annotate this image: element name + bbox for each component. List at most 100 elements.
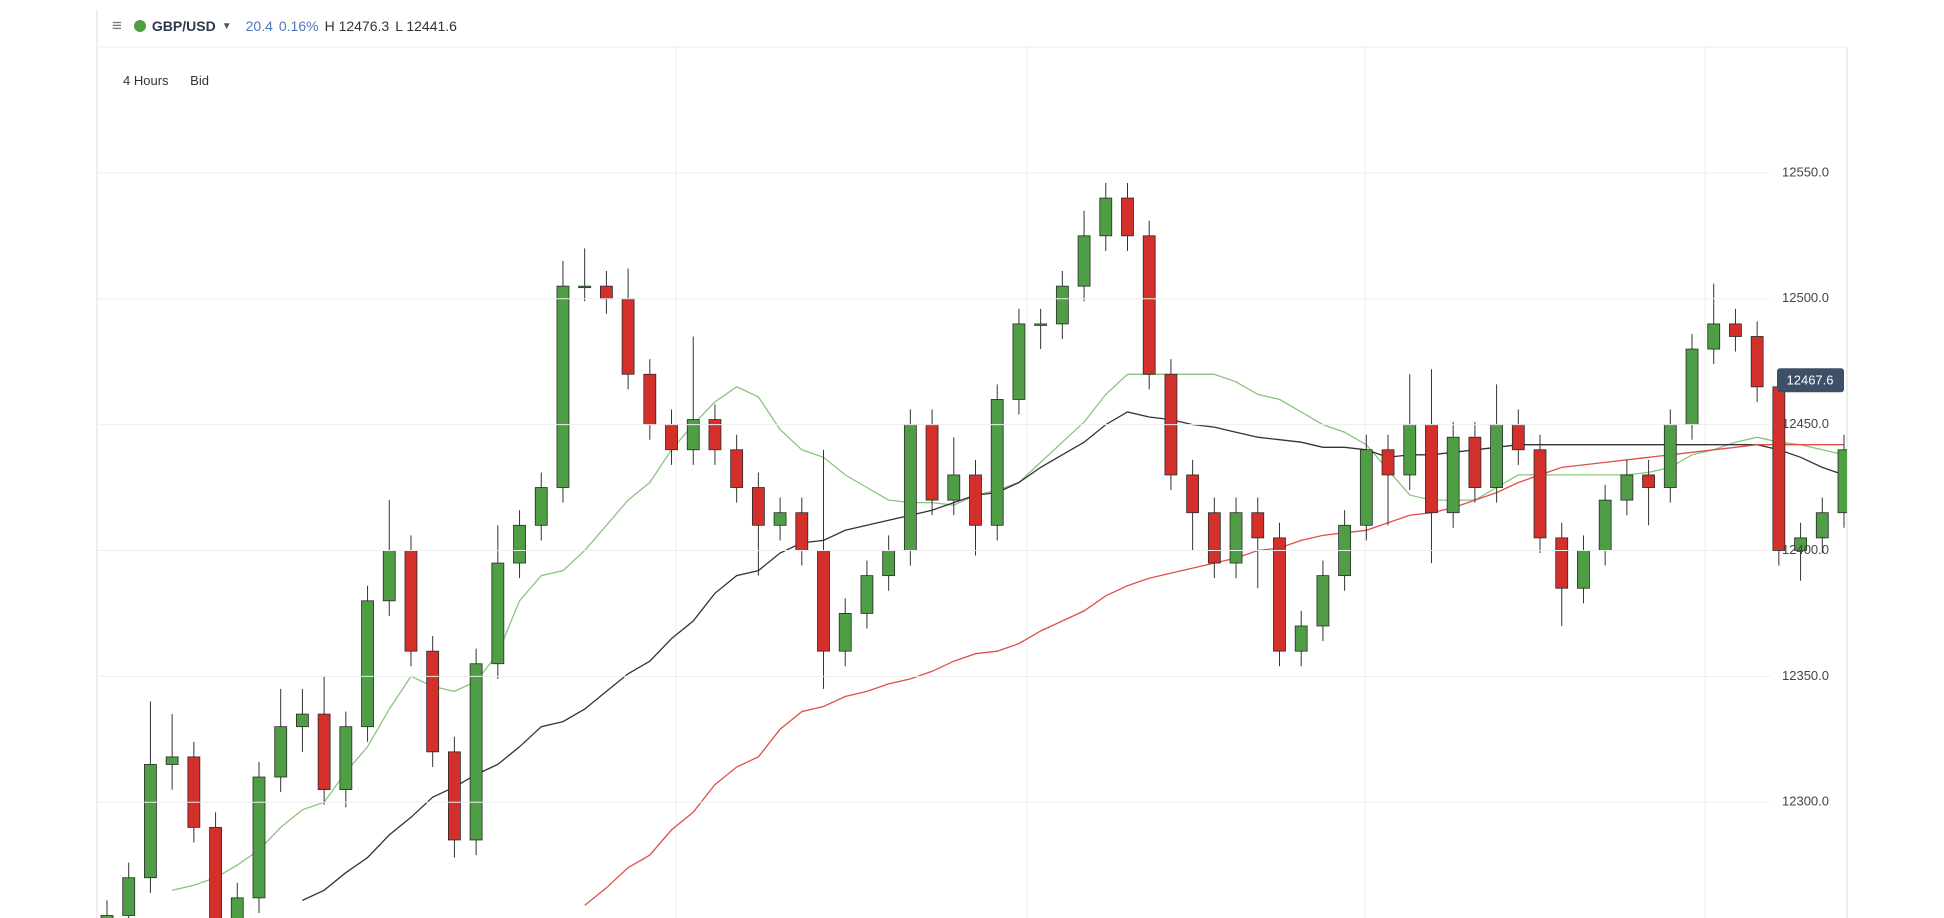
y-tick-label: 12450.0 bbox=[1782, 416, 1829, 431]
candle-body bbox=[817, 550, 830, 652]
candle-body bbox=[665, 424, 678, 451]
plot-area bbox=[100, 182, 1847, 918]
candle-body bbox=[1446, 436, 1460, 514]
candle-body bbox=[730, 449, 744, 488]
candle-body bbox=[144, 764, 157, 879]
candle-body bbox=[925, 424, 939, 501]
candle-body bbox=[1663, 424, 1677, 488]
candle-body bbox=[860, 575, 874, 614]
candle-body bbox=[599, 285, 613, 300]
y-tick-label: 12550.0 bbox=[1782, 164, 1829, 179]
candle-body bbox=[1294, 625, 1308, 652]
candle-body bbox=[1099, 197, 1113, 237]
candle-body bbox=[1598, 499, 1612, 551]
change-pct: 0.16% bbox=[278, 18, 319, 34]
candle-body bbox=[426, 650, 440, 753]
timeframe[interactable]: 4 Hours bbox=[123, 73, 169, 88]
candle-body bbox=[1359, 449, 1373, 526]
candle-body bbox=[708, 419, 722, 451]
candle-body bbox=[1642, 474, 1655, 488]
low: L 12441.6 bbox=[395, 18, 457, 34]
candle-body bbox=[209, 826, 222, 918]
candle-body bbox=[1794, 537, 1807, 551]
candle-body bbox=[100, 915, 114, 918]
candle-body bbox=[361, 600, 374, 728]
change: 20.4 bbox=[245, 18, 273, 34]
candle-body bbox=[1555, 537, 1569, 589]
candle-body bbox=[491, 562, 505, 665]
candle-body bbox=[1207, 512, 1221, 564]
candle-body bbox=[1533, 449, 1547, 539]
moving-average bbox=[171, 373, 1845, 891]
candle-body bbox=[990, 399, 1004, 526]
candle-body bbox=[534, 487, 548, 526]
candle-body bbox=[447, 751, 461, 841]
high: H 12476.3 bbox=[324, 18, 390, 34]
candle-body bbox=[751, 487, 765, 526]
candle-body bbox=[1837, 449, 1847, 514]
header: ≡ GBP/USD ▼ 20.4 0.16% H 12476.3 L 12441… bbox=[112, 14, 463, 38]
candle-body bbox=[947, 474, 961, 501]
candle-body bbox=[1012, 323, 1026, 400]
candle-body bbox=[122, 877, 136, 916]
candle-body bbox=[317, 713, 331, 791]
candle-body bbox=[1707, 323, 1721, 350]
candle-body bbox=[1229, 512, 1243, 564]
candle-body bbox=[1620, 474, 1634, 501]
candle-body bbox=[513, 524, 526, 564]
candle-body bbox=[1121, 197, 1134, 237]
last-price-label: 12467.6 bbox=[1787, 373, 1834, 388]
candle-body bbox=[230, 897, 244, 918]
candle-body bbox=[1403, 424, 1417, 476]
candle-body bbox=[838, 613, 852, 652]
candle-body bbox=[187, 756, 201, 828]
candle-body bbox=[903, 424, 917, 551]
candle-body bbox=[1251, 512, 1265, 539]
candle-body bbox=[1685, 348, 1699, 426]
candle-body bbox=[252, 776, 266, 899]
candle-body bbox=[969, 474, 982, 526]
candle-body bbox=[1815, 512, 1829, 539]
candle-body bbox=[469, 663, 483, 841]
candle-body bbox=[795, 512, 809, 551]
candle-body bbox=[556, 285, 570, 488]
candle-body bbox=[773, 512, 787, 526]
candle-body bbox=[382, 550, 396, 602]
candle-body bbox=[1273, 537, 1286, 652]
price-type[interactable]: Bid bbox=[190, 73, 209, 88]
chart-info: 4 Hours Bid bbox=[123, 73, 227, 88]
candle-body bbox=[1055, 285, 1069, 325]
candle-body bbox=[1490, 424, 1503, 488]
candle-body bbox=[404, 550, 418, 652]
candle-body bbox=[1511, 424, 1525, 451]
moving-average bbox=[302, 411, 1845, 901]
candle-body bbox=[1316, 575, 1330, 627]
candle-body bbox=[1186, 474, 1200, 514]
candle-body bbox=[578, 285, 592, 289]
candle-body bbox=[643, 373, 657, 426]
candle-body bbox=[165, 756, 179, 765]
candle-body bbox=[1425, 424, 1438, 514]
y-tick-label: 12300.0 bbox=[1782, 794, 1829, 809]
candle-body bbox=[1729, 323, 1742, 337]
candle-body bbox=[1468, 436, 1482, 488]
candle-body bbox=[274, 726, 288, 778]
candle-body bbox=[1142, 235, 1156, 375]
y-tick-label: 12500.0 bbox=[1782, 290, 1829, 305]
candle-body bbox=[882, 550, 896, 577]
candle-body bbox=[1077, 235, 1091, 287]
candle-body bbox=[1577, 550, 1590, 589]
dropdown-caret[interactable]: ▼ bbox=[221, 20, 232, 32]
candle-body bbox=[296, 713, 309, 728]
candle-body bbox=[1750, 336, 1764, 388]
candle-body bbox=[1772, 386, 1786, 551]
symbol[interactable]: GBP/USD bbox=[151, 18, 216, 34]
candle-body bbox=[339, 726, 353, 791]
status-dot bbox=[133, 20, 146, 32]
candle-body bbox=[686, 419, 700, 451]
y-tick-label: 12400.0 bbox=[1782, 542, 1829, 557]
candle-body bbox=[1034, 323, 1048, 326]
menu-icon[interactable]: ≡ bbox=[112, 16, 122, 35]
